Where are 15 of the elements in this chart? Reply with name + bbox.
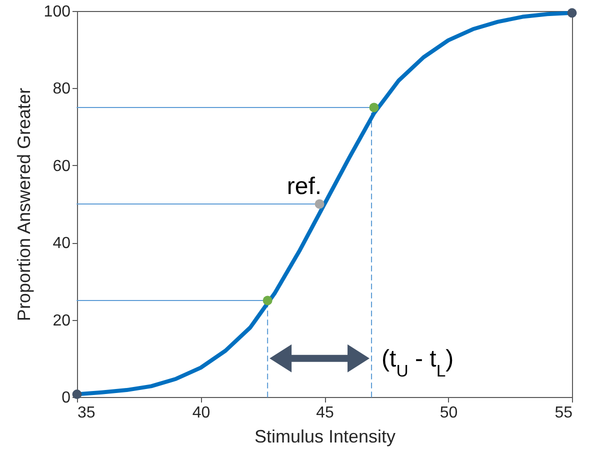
annotation: (t$_{U}$ - t$_{L}$) bbox=[382, 345, 454, 380]
y-axis-title: Proportion Answered Greater bbox=[14, 88, 34, 322]
x-tick-label: 50 bbox=[440, 404, 458, 422]
x-axis-title: Stimulus Intensity bbox=[254, 426, 396, 446]
y-tick-label: 40 bbox=[52, 235, 71, 252]
x-tick-label: 40 bbox=[192, 404, 210, 422]
y-tick-label: 80 bbox=[52, 80, 71, 98]
y-tick-label: 60 bbox=[52, 158, 71, 175]
y-tick-label: 20 bbox=[52, 312, 71, 330]
x-tick-label: 55 bbox=[554, 404, 573, 422]
y-tick-label: 100 bbox=[44, 4, 71, 20]
annotation: ref. bbox=[286, 173, 322, 200]
x-tick-label: 45 bbox=[316, 404, 334, 422]
y-tick-label: 0 bbox=[62, 390, 71, 406]
x-tick-label: 35 bbox=[78, 404, 96, 422]
